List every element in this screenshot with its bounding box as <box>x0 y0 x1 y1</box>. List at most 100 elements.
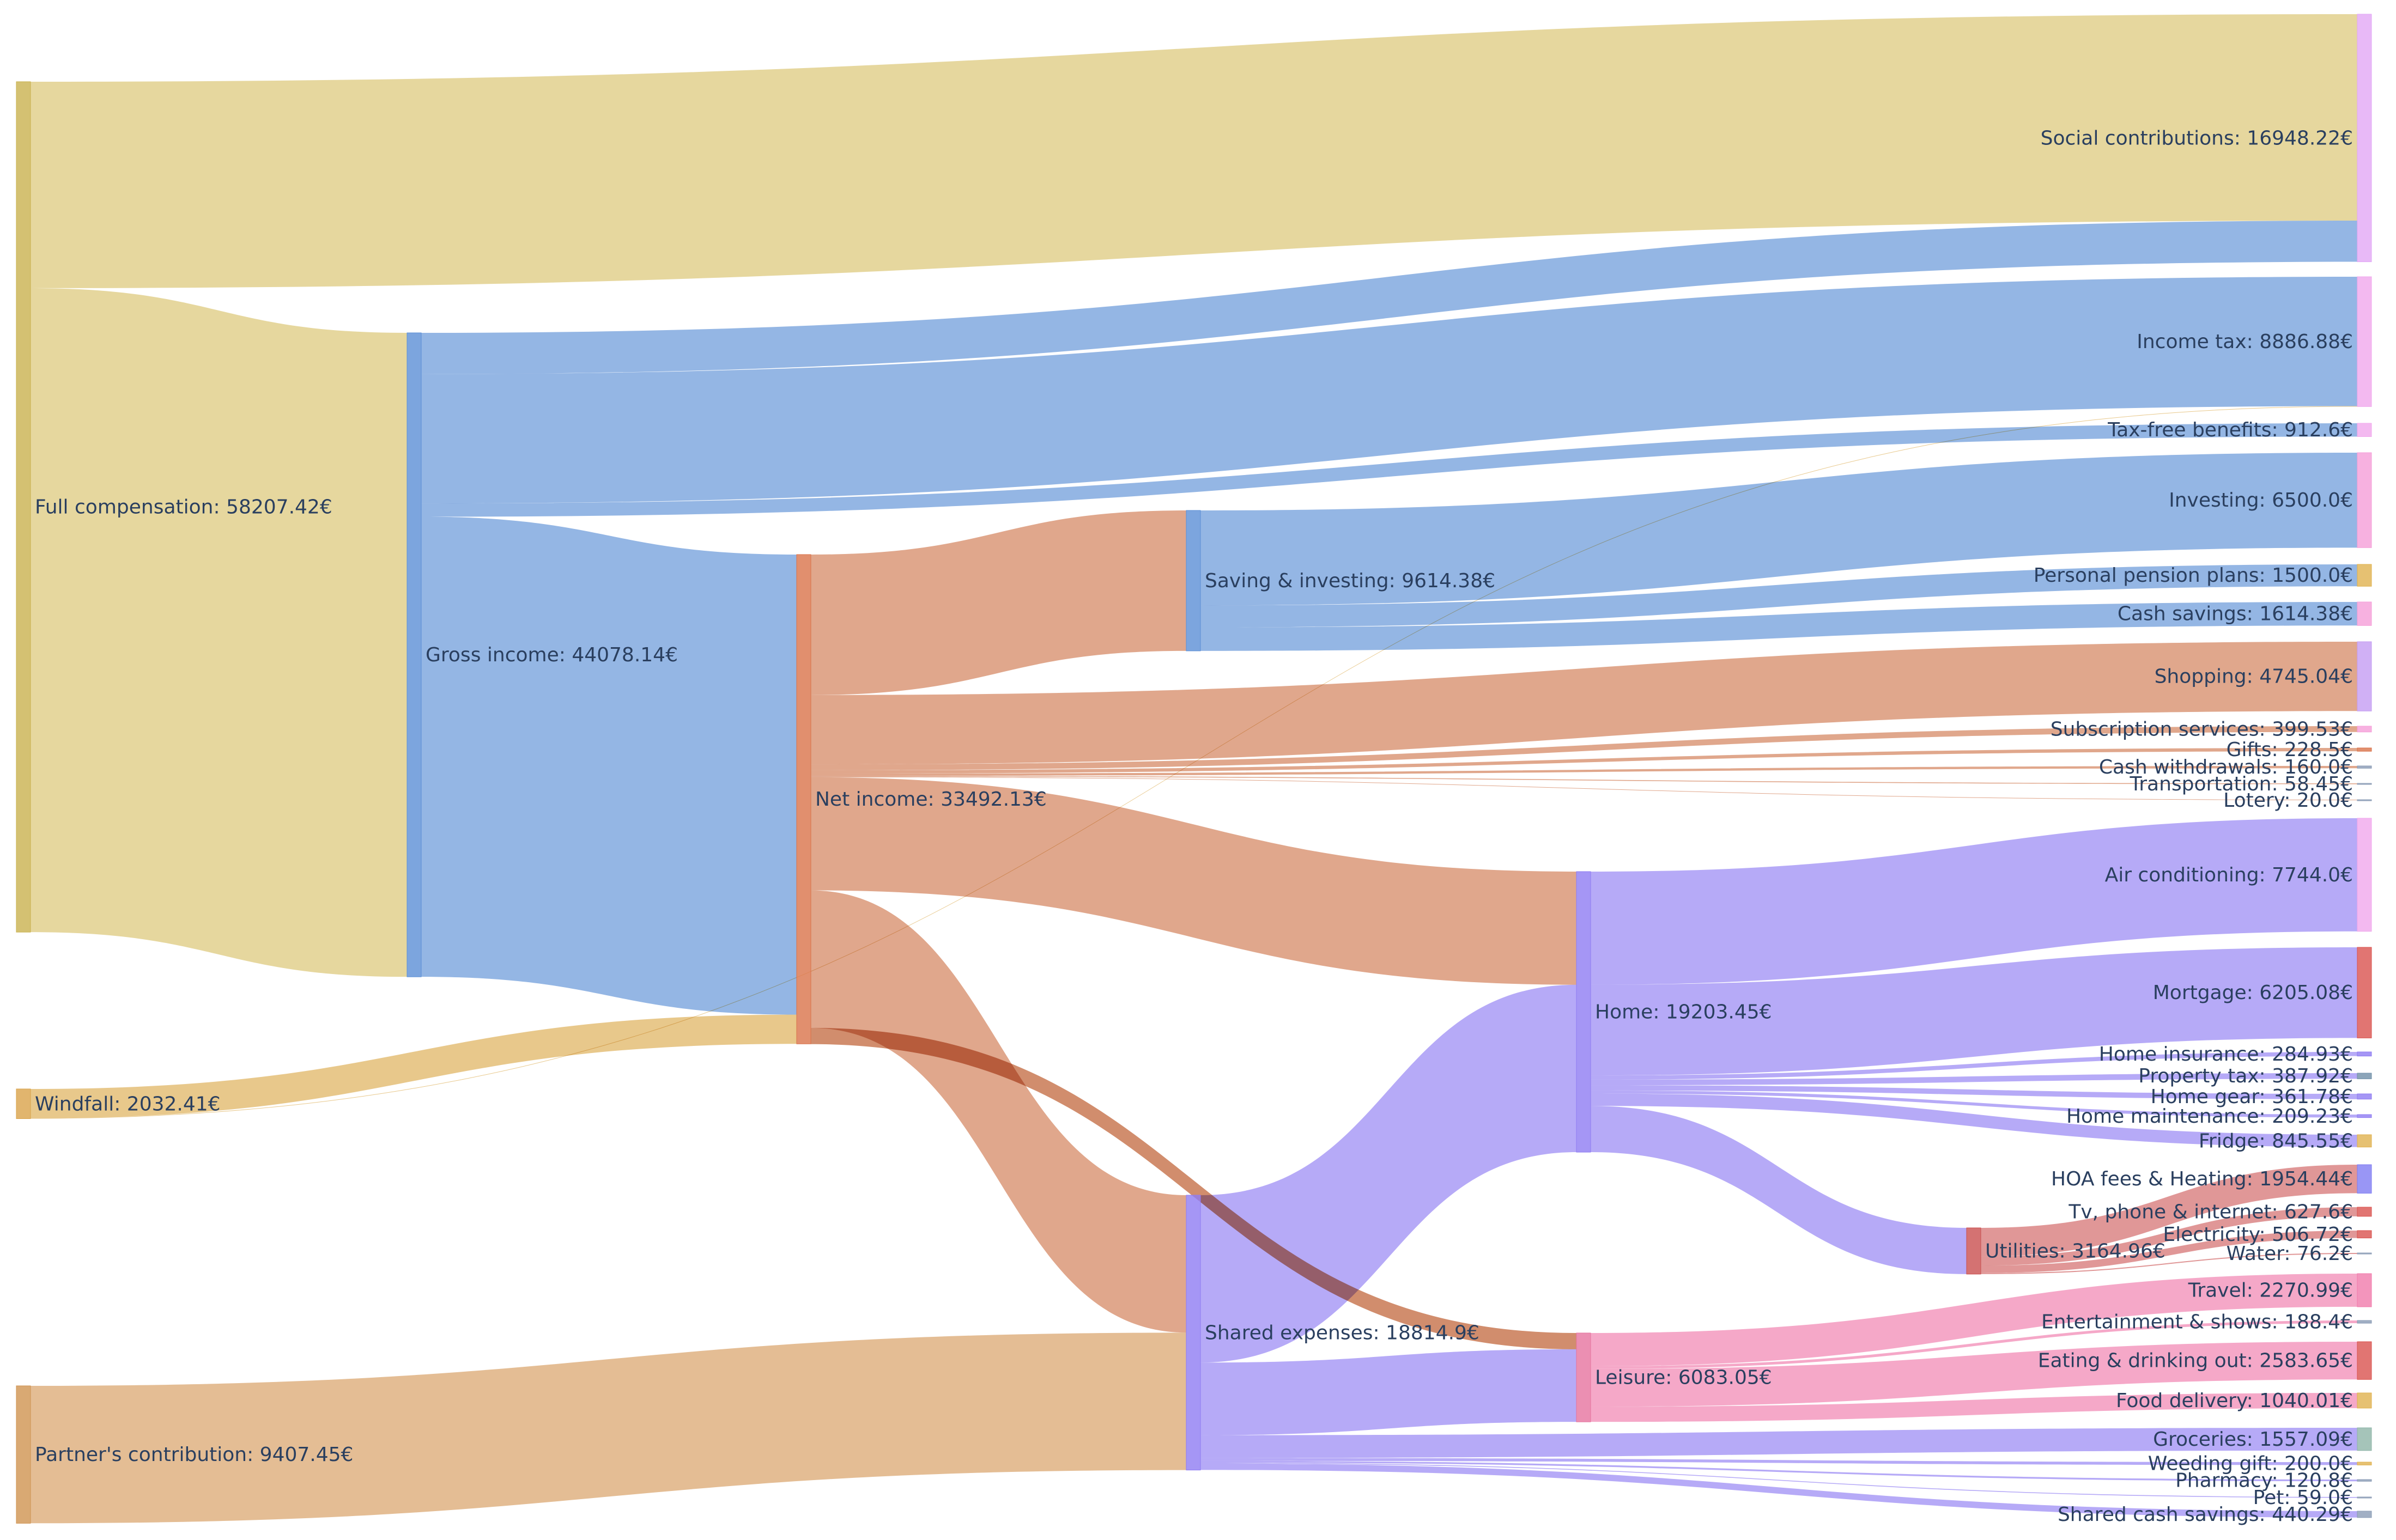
link-utilities-to-water <box>1981 1253 2357 1274</box>
link-leisure-to-food_delivery <box>1591 1393 2357 1422</box>
node-air_cond <box>2357 818 2372 932</box>
link-home-to-mortgage <box>1591 947 2357 1076</box>
link-shared-to-groceries <box>1200 1428 2357 1458</box>
link-gross-to-social <box>421 220 2357 374</box>
label-pharmacy: Pharmacy: 120.8€ <box>2175 1470 2353 1492</box>
link-shared-to-leisure <box>1200 1349 1576 1435</box>
label-cash_savings: Cash savings: 1614.38€ <box>2118 603 2353 625</box>
link-home-to-utilities <box>1591 1106 1967 1274</box>
label-subscriptions: Subscription services: 399.53€ <box>2051 718 2353 740</box>
node-lotery <box>2357 799 2372 801</box>
link-gross-to-tax_free <box>421 423 2357 517</box>
node-home_maint <box>2357 1114 2372 1118</box>
node-net <box>796 554 811 1044</box>
node-wedding <box>2357 1462 2372 1465</box>
link-net-to-shopping <box>811 642 2357 765</box>
label-air_cond: Air conditioning: 7744.0€ <box>2105 864 2353 886</box>
label-water: Water: 76.2€ <box>2227 1243 2353 1265</box>
link-shared-to-shared_cash <box>1200 1463 2357 1518</box>
label-social: Social contributions: 16948.22€ <box>2041 127 2353 149</box>
node-shared <box>1186 1195 1201 1471</box>
link-net-to-home <box>811 777 1576 985</box>
link-leisure-to-entertainment <box>1591 1320 2357 1369</box>
label-tax_free: Tax-free benefits: 912.6€ <box>2107 419 2353 441</box>
node-full_comp <box>16 81 31 933</box>
node-eating_out <box>2357 1341 2372 1380</box>
label-shopping: Shopping: 4745.04€ <box>2155 666 2353 688</box>
link-gross-to-income_tax <box>421 277 2357 504</box>
label-full_comp: Full compensation: 58207.42€ <box>35 496 332 519</box>
link-gross-to-net <box>421 516 797 1015</box>
node-partner <box>16 1385 31 1524</box>
link-home-to-home_maint <box>1591 1090 2357 1118</box>
label-lotery: Lotery: 20.0€ <box>2223 789 2353 812</box>
link-net-to-lotery <box>811 776 2357 800</box>
node-water <box>2357 1252 2372 1255</box>
node-investing <box>2357 452 2372 548</box>
node-gross <box>407 332 422 977</box>
link-shared-to-pharmacy <box>1200 1460 2357 1482</box>
links-layer <box>31 14 2357 1524</box>
link-home-to-air_cond <box>1591 818 2357 985</box>
label-shared_cash: Shared cash savings: 440.29€ <box>2058 1504 2353 1526</box>
label-utilities: Utilities: 3164.96€ <box>1985 1240 2166 1262</box>
link-shared-to-wedding <box>1200 1458 2357 1465</box>
node-food_delivery <box>2357 1392 2372 1409</box>
label-windfall: Windfall: 2032.41€ <box>35 1093 221 1115</box>
link-net-to-subscriptions <box>811 726 2357 770</box>
node-leisure <box>1576 1332 1591 1422</box>
node-hoa <box>2357 1164 2372 1194</box>
node-subscriptions <box>2357 726 2372 733</box>
node-entertainment <box>2357 1320 2372 1324</box>
link-net-to-saving <box>811 510 1186 695</box>
label-home: Home: 19203.45€ <box>1595 1001 1772 1024</box>
nodes-layer <box>16 14 2372 1524</box>
node-fridge <box>2357 1134 2372 1148</box>
link-net-to-shared <box>811 890 1186 1333</box>
label-income_tax: Income tax: 8886.88€ <box>2137 331 2353 353</box>
link-home-to-home_ins <box>1591 1052 2357 1080</box>
label-hoa: HOA fees & Heating: 1954.44€ <box>2051 1168 2353 1190</box>
link-full_comp-to-social <box>31 14 2357 288</box>
link-net-to-cash_withdrawals <box>811 766 2357 776</box>
link-shared-to-pet <box>1200 1462 2357 1498</box>
node-gifts <box>2357 747 2372 752</box>
label-pension: Personal pension plans: 1500.0€ <box>2034 564 2353 587</box>
link-net-to-gifts <box>811 748 2357 774</box>
label-travel: Travel: 2270.99€ <box>2188 1279 2353 1301</box>
link-leisure-to-eating_out <box>1591 1342 2357 1407</box>
label-gross: Gross income: 44078.14€ <box>426 644 678 666</box>
label-investing: Investing: 6500.0€ <box>2169 489 2353 512</box>
link-leisure-to-travel <box>1591 1274 2357 1366</box>
node-mortgage <box>2357 947 2372 1038</box>
label-property_tax: Property tax: 387.92€ <box>2138 1065 2353 1087</box>
label-home_ins: Home insurance: 284.93€ <box>2099 1043 2353 1066</box>
link-utilities-to-tv <box>1981 1207 2357 1266</box>
node-groceries <box>2357 1427 2372 1451</box>
link-utilities-to-hoa <box>1981 1165 2357 1257</box>
label-saving: Saving & investing: 9614.38€ <box>1205 570 1495 592</box>
label-tv: Tv, phone & internet: 627.6€ <box>2068 1201 2353 1223</box>
node-home_ins <box>2357 1051 2372 1057</box>
link-saving-to-pension <box>1200 564 2357 628</box>
link-home-to-home_gear <box>1591 1085 2357 1099</box>
label-wedding: Weeding gift: 200.0€ <box>2148 1453 2353 1475</box>
label-leisure: Leisure: 6083.05€ <box>1595 1367 1772 1389</box>
node-pet <box>2357 1496 2372 1499</box>
link-home-to-fridge <box>1591 1093 2357 1147</box>
node-saving <box>1186 510 1201 652</box>
label-pet: Pet: 59.0€ <box>2253 1487 2353 1509</box>
node-cash_savings <box>2357 601 2372 626</box>
link-saving-to-investing <box>1200 453 2357 606</box>
node-windfall <box>16 1088 31 1119</box>
node-income_tax <box>2357 276 2372 407</box>
node-pension <box>2357 564 2372 587</box>
node-cash_withdrawals <box>2357 765 2372 769</box>
label-cash_withdrawals: Cash withdrawals: 160.0€ <box>2099 756 2353 778</box>
node-electricity <box>2357 1230 2372 1239</box>
link-net-to-transportation <box>811 776 2357 784</box>
node-social <box>2357 14 2372 263</box>
label-groceries: Groceries: 1557.09€ <box>2153 1428 2353 1451</box>
label-shared: Shared expenses: 18814.9€ <box>1205 1322 1479 1344</box>
